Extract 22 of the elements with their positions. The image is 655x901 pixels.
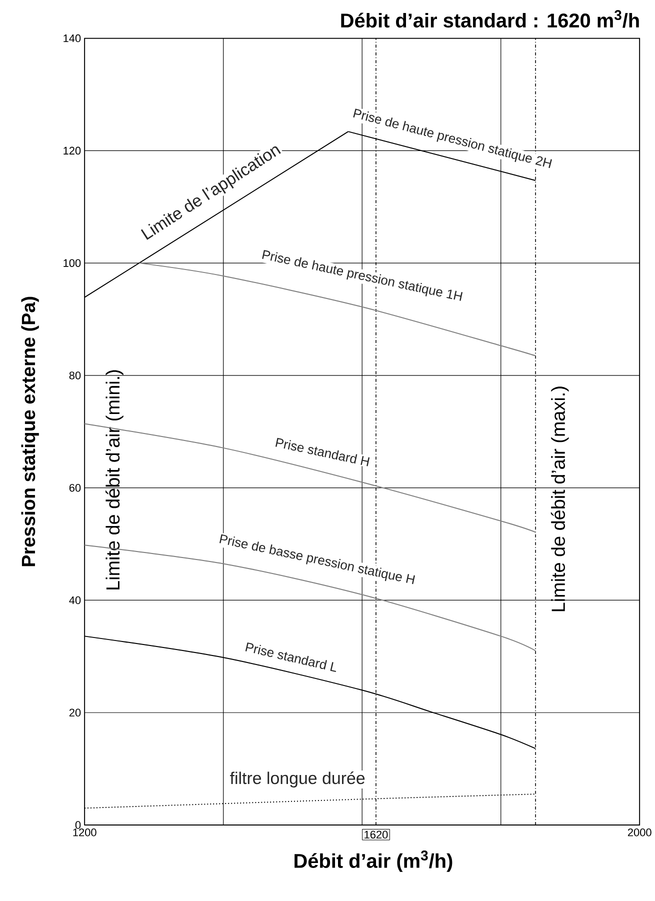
annotation: Limite de débit d’air (mini.) [105, 370, 124, 590]
y-tick-label: 120 [64, 146, 81, 155]
text: Prise de haute pression statique 1H [262, 250, 462, 301]
x-axis-title: Débit d’air (m$^{3}$/h) [294, 850, 452, 872]
y-tick-label: 0 [75, 821, 81, 829]
text: Prise de basse pression statique H [219, 534, 415, 584]
text: Prise standard H [275, 438, 370, 466]
y-tick-label: 140 [64, 34, 81, 42]
text: Prise de haute pression statique 2H [353, 108, 552, 168]
y-tick-label: 100 [64, 259, 81, 267]
y-tick-label: 20 [69, 708, 81, 716]
text: Prise standard L [245, 642, 336, 672]
chart-title: Débit d’air standard : 1620 m$^{3}$/h [341, 10, 639, 28]
ref-line-label: Limite de débit d’air (maxi.) [550, 386, 569, 612]
y-tick-label: 40 [69, 596, 81, 604]
y-tick-label: 60 [69, 484, 81, 492]
y-tick-label: 80 [69, 372, 81, 380]
x-tick-label: 2000 [628, 828, 652, 836]
series-label: filtre longue durée [230, 771, 365, 788]
x-tick-label: 1200 [73, 828, 96, 836]
y-axis-title: Pression statique externe (Pa) [21, 296, 39, 566]
ref-line-label: 1620 [364, 830, 388, 839]
